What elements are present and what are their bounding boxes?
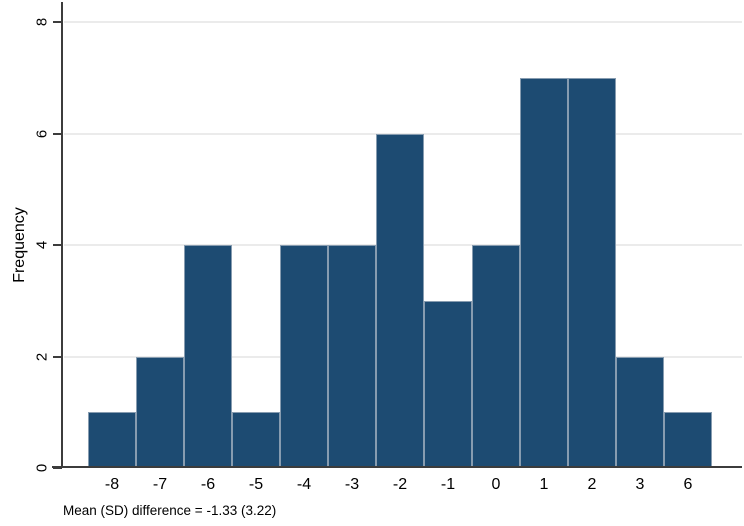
x-tick-label--4: -4 [296,476,312,493]
x-tick-label--5: -5 [248,476,264,493]
histogram-bar--8 [88,412,136,468]
x-tick-label--1: -1 [440,476,456,493]
x-tick-label--3: -3 [344,476,360,493]
y-tick-mark-6 [53,132,62,135]
histogram-bar-3 [616,356,664,468]
x-tick-label--8: -8 [104,476,120,493]
x-tick-label-1: 1 [539,476,549,493]
histogram-bar-6 [664,412,712,468]
x-tick-label--7: -7 [152,476,168,493]
histogram-bar--3 [328,245,376,468]
x-tick-label--6: -6 [200,476,216,493]
histogram-bar--5 [232,412,280,468]
y-axis-line [61,2,63,468]
y-tick-label-0: 0 [33,463,51,473]
histogram-bar--6 [184,245,232,468]
x-tick-label-2: 2 [587,476,597,493]
x-tick-label-6: 6 [683,476,693,493]
x-tick-label-3: 3 [635,476,645,493]
x-tick-label--2: -2 [392,476,408,493]
histogram-bar-1 [520,78,568,468]
y-tick-mark-0 [53,467,62,469]
histogram-bar-2 [568,78,616,468]
y-tick-mark-4 [53,244,62,247]
y-tick-label-4: 4 [33,241,51,250]
y-tick-mark-2 [53,355,62,358]
y-axis-title: Frequency [11,207,28,283]
y-tick-label-6: 6 [33,129,51,138]
histogram-bar-0 [472,245,520,468]
y-tick-label-8: 8 [33,18,51,27]
histogram-bar--7 [136,356,184,468]
stats-caption: Mean (SD) difference = -1.33 (3.22) [63,503,277,518]
histogram-bar--2 [376,133,424,468]
histogram-bar--1 [424,300,472,468]
x-tick-label-0: 0 [491,476,501,493]
y-tick-label-2: 2 [33,352,51,361]
gridline-y-8 [64,21,742,24]
x-axis-line [52,466,742,468]
y-tick-mark-8 [53,21,62,24]
histogram-bar--4 [280,245,328,468]
